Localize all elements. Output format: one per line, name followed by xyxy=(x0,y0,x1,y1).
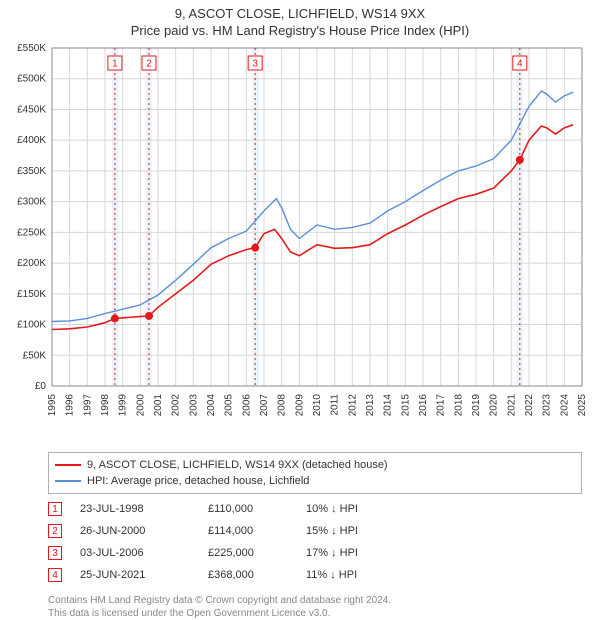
sales-row-marker: 2 xyxy=(48,524,62,538)
sales-row-diff: 10% ↓ HPI xyxy=(306,503,396,515)
title-main: 9, ASCOT CLOSE, LICHFIELD, WS14 9XX xyxy=(0,6,600,21)
y-axis-label: £550K xyxy=(17,43,46,54)
sale-marker-dot xyxy=(111,314,119,322)
x-axis-label: 2002 xyxy=(171,394,182,417)
x-axis-label: 1995 xyxy=(47,394,58,417)
sales-row-price: £110,000 xyxy=(208,503,288,515)
series-price_paid xyxy=(52,125,573,330)
x-axis-label: 2019 xyxy=(471,394,482,417)
y-axis-label: £400K xyxy=(17,135,46,146)
legend-row: 9, ASCOT CLOSE, LICHFIELD, WS14 9XX (det… xyxy=(55,457,575,473)
sales-row-date: 03-JUL-2006 xyxy=(80,547,190,559)
x-axis-label: 2012 xyxy=(347,394,358,417)
x-axis-label: 2017 xyxy=(436,394,447,417)
sales-row-price: £225,000 xyxy=(208,547,288,559)
x-axis-label: 2009 xyxy=(294,394,305,417)
footer-line-1: Contains HM Land Registry data © Crown c… xyxy=(48,594,582,607)
footer-line-2: This data is licensed under the Open Gov… xyxy=(48,607,582,620)
x-axis-label: 2023 xyxy=(542,394,553,417)
sales-table: 1 23-JUL-1998 £110,000 10% ↓ HPI 2 26-JUN-200… xyxy=(48,498,582,586)
sales-row: 2 26-JUN-2000 £114,000 15% ↓ HPI xyxy=(48,520,582,542)
y-axis-label: £150K xyxy=(17,289,46,300)
sale-marker-number: 3 xyxy=(252,59,258,70)
x-axis-label: 2014 xyxy=(383,394,394,417)
sales-row: 3 03-JUL-2006 £225,000 17% ↓ HPI xyxy=(48,542,582,564)
sales-row-date: 23-JUL-1998 xyxy=(80,503,190,515)
y-axis-label: £100K xyxy=(17,320,46,331)
sales-row-diff: 15% ↓ HPI xyxy=(306,525,396,537)
sales-row-marker: 1 xyxy=(48,502,62,516)
y-axis-label: £350K xyxy=(17,166,46,177)
legend-swatch xyxy=(55,464,81,466)
y-axis-label: £250K xyxy=(17,227,46,238)
x-axis-label: 1996 xyxy=(65,394,76,417)
title-block: 9, ASCOT CLOSE, LICHFIELD, WS14 9XX Pric… xyxy=(0,0,600,38)
sales-row-date: 25-JUN-2021 xyxy=(80,569,190,581)
x-axis-label: 2015 xyxy=(400,394,411,417)
chart-area: £0 £50K £100K £150K £200K £250K £300K £350K £400… xyxy=(0,38,600,446)
sale-marker-dot xyxy=(516,156,524,164)
sale-marker-number: 1 xyxy=(112,59,118,70)
sale-marker-dot xyxy=(251,244,259,252)
y-axis-label: £0 xyxy=(35,381,47,392)
legend-label: 9, ASCOT CLOSE, LICHFIELD, WS14 9XX (det… xyxy=(87,457,388,473)
x-axis-label: 2022 xyxy=(524,394,535,417)
x-axis-label: 1998 xyxy=(100,394,111,417)
x-axis-label: 2010 xyxy=(312,394,323,417)
x-axis-label: 1999 xyxy=(118,394,129,417)
footer: Contains HM Land Registry data © Crown c… xyxy=(48,594,582,620)
sales-row-diff: 17% ↓ HPI xyxy=(306,547,396,559)
sales-row: 4 25-JUN-2021 £368,000 11% ↓ HPI xyxy=(48,564,582,586)
x-axis-label: 2018 xyxy=(453,394,464,417)
x-axis-label: 2004 xyxy=(206,394,217,417)
legend-row: HPI: Average price, detached house, Lich… xyxy=(55,473,575,489)
sales-row-marker: 4 xyxy=(48,568,62,582)
sale-marker-number: 2 xyxy=(146,59,152,70)
sales-row-price: £114,000 xyxy=(208,525,288,537)
x-axis-label: 2005 xyxy=(224,394,235,417)
x-axis-label: 2016 xyxy=(418,394,429,417)
x-axis-label: 2013 xyxy=(365,394,376,417)
sale-marker-number: 4 xyxy=(517,59,523,70)
y-axis-label: £500K xyxy=(17,74,46,85)
x-axis-label: 2020 xyxy=(489,394,500,417)
x-axis-label: 2025 xyxy=(577,394,588,417)
x-axis-label: 2007 xyxy=(259,394,270,417)
x-axis-label: 1997 xyxy=(82,394,93,417)
y-axis-label: £300K xyxy=(17,197,46,208)
sale-marker-dot xyxy=(145,312,153,320)
x-axis-label: 2008 xyxy=(277,394,288,417)
title-sub: Price paid vs. HM Land Registry's House … xyxy=(0,23,600,38)
y-axis-label: £50K xyxy=(23,350,47,361)
y-axis-label: £450K xyxy=(17,104,46,115)
series-hpi xyxy=(52,91,573,322)
x-axis-label: 2001 xyxy=(153,394,164,417)
sales-row-date: 26-JUN-2000 xyxy=(80,525,190,537)
x-axis-label: 2000 xyxy=(135,394,146,417)
sales-row-marker: 3 xyxy=(48,546,62,560)
x-axis-label: 2011 xyxy=(330,394,341,416)
chart-svg: £0 £50K £100K £150K £200K £250K £300K £350K £400… xyxy=(0,38,600,446)
legend-label: HPI: Average price, detached house, Lich… xyxy=(87,473,309,489)
sales-row: 1 23-JUL-1998 £110,000 10% ↓ HPI xyxy=(48,498,582,520)
x-axis-label: 2024 xyxy=(559,394,570,417)
legend-swatch xyxy=(55,480,81,482)
x-axis-label: 2003 xyxy=(188,394,199,417)
x-axis-label: 2006 xyxy=(241,394,252,417)
x-axis-label: 2021 xyxy=(506,394,517,417)
y-axis-label: £200K xyxy=(17,258,46,269)
legend: 9, ASCOT CLOSE, LICHFIELD, WS14 9XX (det… xyxy=(48,452,582,494)
sales-row-diff: 11% ↓ HPI xyxy=(306,569,396,581)
sales-row-price: £368,000 xyxy=(208,569,288,581)
